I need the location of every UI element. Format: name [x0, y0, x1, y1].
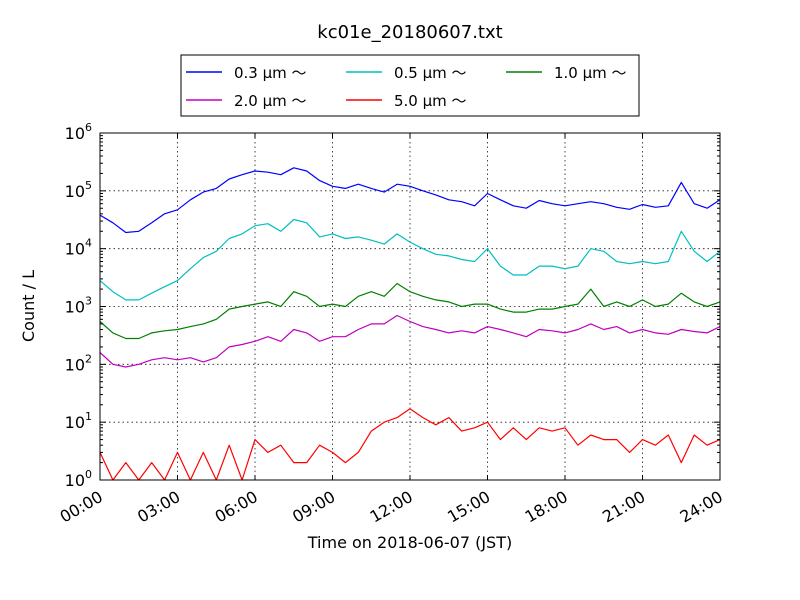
y-tick-label: 105: [65, 179, 92, 201]
y-tick-base: 10: [65, 355, 85, 374]
grid-layer: [100, 133, 720, 480]
y-tick-exponent: 1: [85, 410, 92, 423]
legend-label-2: 1.0 μm ～: [554, 64, 627, 82]
x-tick-label: 09:00: [289, 487, 338, 527]
series-line-0: [99, 167, 721, 234]
x-tick-label: 12:00: [367, 487, 416, 527]
legend-label-4: 5.0 μm ～: [394, 92, 467, 110]
legend-frame: [180, 54, 640, 117]
legend-label-0: 0.3 μm ～: [234, 64, 307, 82]
y-tick-exponent: 6: [85, 121, 92, 134]
y-tick-label: 103: [65, 295, 92, 317]
y-tick-label: 102: [65, 352, 92, 374]
y-tick-base: 10: [65, 240, 85, 259]
series-line-3: [99, 314, 721, 368]
legend-label-1: 0.5 μm ～: [394, 64, 467, 82]
series-line-1: [99, 218, 721, 301]
tick-layer: 00:00 03:00 06:00 09:00 12:00 15:00 18:00 21:00…: [57, 121, 726, 527]
y-tick-exponent: 5: [85, 179, 92, 192]
x-axis-label: Time on 2018-06-07 (JST): [307, 533, 512, 552]
y-tick-base: 10: [65, 413, 85, 432]
series-line-4: [99, 408, 721, 481]
y-tick-exponent: 2: [85, 352, 92, 365]
y-tick-label: 101: [65, 410, 92, 432]
y-tick-exponent: 4: [85, 237, 92, 250]
y-tick-label: 104: [65, 237, 92, 259]
y-tick-exponent: 0: [85, 468, 92, 481]
x-tick-label: 03:00: [134, 487, 183, 527]
x-tick-label: 00:00: [57, 487, 106, 527]
chart-title: kc01e_20180607.txt: [317, 22, 502, 43]
y-tick-base: 10: [65, 182, 85, 201]
x-tick-label: 15:00: [444, 487, 493, 527]
x-tick-label: 24:00: [677, 487, 726, 527]
x-tick-label: 21:00: [599, 487, 648, 527]
y-tick-base: 10: [65, 124, 85, 143]
y-axis-label: Count / L: [19, 270, 38, 342]
y-tick-label: 106: [65, 121, 92, 143]
series-line-2: [99, 282, 721, 340]
legend-label-3: 2.0 μm ～: [234, 92, 307, 110]
legend: 0.3 μm ～ 0.5 μm ～ 1.0 μm ～ 2.0 μm ～ 5.0 μm ～: [180, 54, 640, 117]
x-tick-label: 18:00: [522, 487, 571, 527]
x-tick-label: 06:00: [212, 487, 261, 527]
y-tick-label: 100: [65, 468, 92, 490]
y-tick-base: 10: [65, 471, 85, 490]
y-tick-exponent: 3: [85, 295, 92, 308]
series-layer: [99, 167, 721, 481]
y-tick-base: 10: [65, 298, 85, 317]
